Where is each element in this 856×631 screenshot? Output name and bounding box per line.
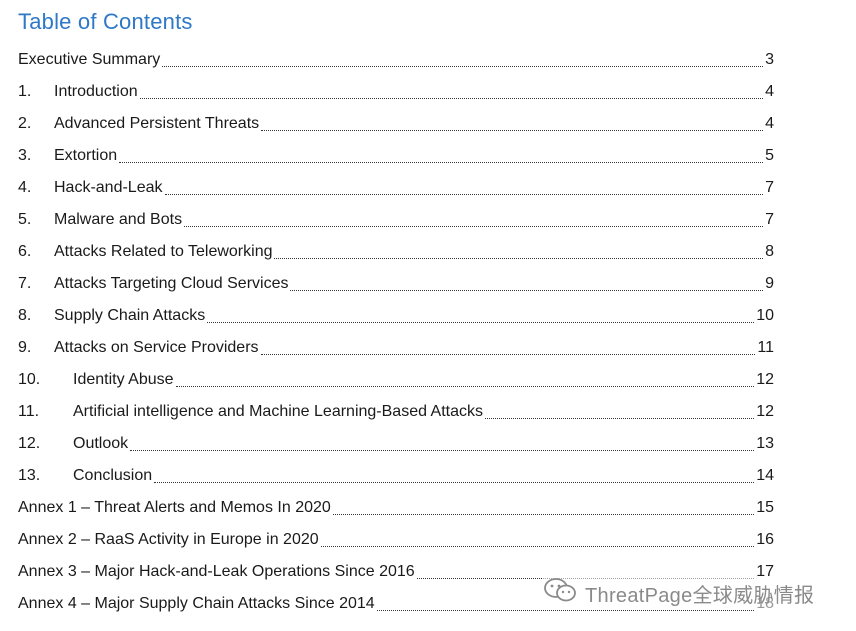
toc-entry-page: 5 [765, 147, 774, 164]
dot-leader [162, 65, 764, 67]
toc-entry-number: 5. [18, 211, 32, 228]
toc-entry[interactable]: 11. Artificial intelligence and Machine L… [18, 396, 774, 428]
toc-entry-number: 10. [18, 371, 41, 388]
toc-entry-page: 3 [765, 51, 774, 68]
dot-leader [154, 481, 755, 483]
toc-entry-label: Annex 4 – Major Supply Chain Attacks Sin… [18, 595, 375, 612]
dot-leader [332, 513, 755, 515]
toc-entry[interactable]: 8. Supply Chain Attacks 10 [18, 300, 774, 332]
toc-entry-number: 3. [18, 147, 32, 164]
toc-entry[interactable]: 6. Attacks Related to Teleworking 8 [18, 236, 774, 268]
toc-entry-label: Outlook [73, 435, 129, 452]
toc-entry-number: 8. [18, 307, 32, 324]
dot-leader [290, 289, 764, 291]
toc-entry-page: 8 [765, 243, 774, 260]
toc-entry-label: Hack-and-Leak [54, 179, 163, 196]
toc-entry-label: Supply Chain Attacks [54, 307, 206, 324]
toc-entry-number: 9. [18, 339, 32, 356]
toc-entry-page: 10 [756, 307, 774, 324]
toc-entry-number: 13. [18, 467, 41, 484]
dot-leader [274, 257, 764, 259]
toc-entry-label: Attacks Related to Teleworking [54, 243, 273, 260]
toc-entry-label: Advanced Persistent Threats [54, 115, 260, 132]
toc-entry-number: 12. [18, 435, 41, 452]
toc-entry[interactable]: Annex 2 – RaaS Activity in Europe in 202… [18, 524, 774, 556]
dot-leader [261, 129, 764, 131]
dot-leader [184, 225, 764, 227]
watermark-text: ThreatPage全球威胁情报 [585, 584, 815, 607]
toc-entry-page: 12 [756, 403, 774, 420]
dot-leader [207, 321, 755, 323]
toc-entry-page: 4 [765, 115, 774, 132]
toc-entry-page: 13 [756, 435, 774, 452]
toc-entry[interactable]: 7. Attacks Targeting Cloud Services 9 [18, 268, 774, 300]
toc-entry-number: 6. [18, 243, 32, 260]
toc-entry[interactable]: 5. Malware and Bots 7 [18, 204, 774, 236]
toc-entry-number: 2. [18, 115, 32, 132]
dot-leader [119, 161, 764, 163]
toc-entry-label: Introduction [54, 83, 138, 100]
toc-entry-label: Identity Abuse [73, 371, 174, 388]
toc-entry-page: 7 [765, 179, 774, 196]
dot-leader [175, 385, 755, 387]
page-title: Table of Contents [18, 9, 193, 34]
dot-leader [320, 545, 755, 547]
toc-entry-label: Annex 1 – Threat Alerts and Memos In 202… [18, 499, 331, 516]
toc-entry-label: Extortion [54, 147, 118, 164]
toc-entry[interactable]: Annex 1 – Threat Alerts and Memos In 202… [18, 492, 774, 524]
toc-entry-label: Annex 3 – Major Hack-and-Leak Operations… [18, 563, 415, 580]
toc-entry-label: Attacks on Service Providers [54, 339, 259, 356]
toc-entry-number: 7. [18, 275, 32, 292]
toc-entry[interactable]: 3. Extortion 5 [18, 140, 774, 172]
toc-entry-number: 11. [18, 403, 40, 420]
toc-entry[interactable]: 1. Introduction 4 [18, 76, 774, 108]
toc-entry-label: Annex 2 – RaaS Activity in Europe in 202… [18, 531, 319, 548]
dot-leader [376, 609, 755, 611]
toc-entry[interactable]: 10. Identity Abuse 12 [18, 364, 774, 396]
toc-entry-number: 4. [18, 179, 32, 196]
toc-entry-page: 14 [756, 467, 774, 484]
toc-entry-label: Conclusion [73, 467, 153, 484]
watermark: ThreatPage全球威胁情报 [543, 577, 815, 609]
toc-entry-number: 1. [18, 83, 32, 100]
toc-entry[interactable]: 13. Conclusion 14 [18, 460, 774, 492]
dot-leader [260, 353, 756, 355]
toc-entry[interactable]: 12. Outlook 13 [18, 428, 774, 460]
toc-entry[interactable]: 9. Attacks on Service Providers 11 [18, 332, 774, 364]
dot-leader [485, 417, 755, 419]
dot-leader [139, 97, 764, 99]
toc-entry-label: Artificial intelligence and Machine Lear… [73, 403, 484, 420]
toc-entry-label: Attacks Targeting Cloud Services [54, 275, 289, 292]
toc-entry[interactable]: Executive Summary 3 [18, 44, 774, 76]
toc-entry-page: 4 [765, 83, 774, 100]
toc-entry-page: 9 [765, 275, 774, 292]
toc-entry[interactable]: 4. Hack-and-Leak 7 [18, 172, 774, 204]
toc-entry-page: 17 [756, 563, 774, 580]
toc-list: Executive Summary 3 1. Introduction 4 2. Advan… [18, 44, 774, 620]
toc-entry-page: 15 [756, 499, 774, 516]
wechat-icon [543, 577, 585, 609]
toc-entry-label: Executive Summary [18, 51, 161, 68]
toc-entry-page: 11 [757, 339, 774, 356]
dot-leader [164, 193, 764, 195]
toc-entry-label: Malware and Bots [54, 211, 183, 228]
dot-leader [130, 449, 755, 451]
toc-entry-page: 16 [756, 531, 774, 548]
toc-entry-page: 7 [765, 211, 774, 228]
toc-entry[interactable]: 2. Advanced Persistent Threats 4 [18, 108, 774, 140]
toc-entry-page: 12 [756, 371, 774, 388]
